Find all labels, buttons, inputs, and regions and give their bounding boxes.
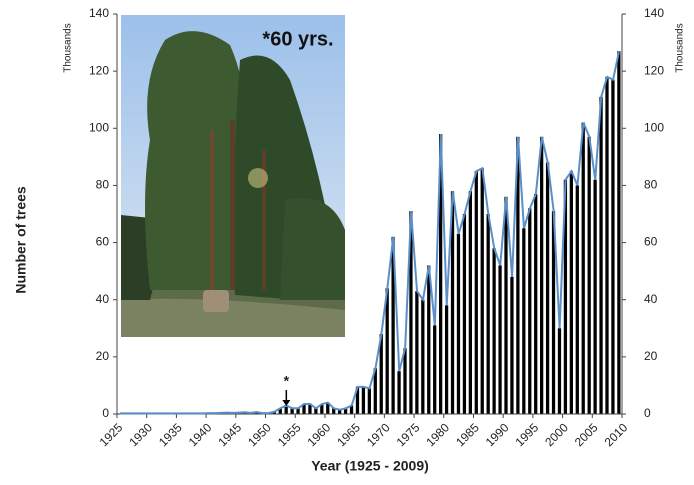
bar: [362, 387, 365, 414]
x-tick-label: 1925: [97, 420, 126, 449]
bar: [570, 171, 573, 414]
bar: [605, 77, 608, 414]
bar: [415, 291, 418, 414]
bar: [558, 328, 561, 414]
x-tick-label: 1935: [156, 420, 185, 449]
y2-tick-label: 100: [644, 120, 664, 134]
bar: [403, 348, 406, 414]
y2-tick-label: 0: [644, 406, 651, 420]
y-tick-label: 60: [96, 235, 110, 249]
y-tick-label: 80: [96, 178, 110, 192]
bar: [498, 265, 501, 414]
y-tick-label: 140: [89, 6, 109, 20]
x-tick-label: 1970: [364, 420, 393, 449]
x-tick-label: 1960: [305, 420, 334, 449]
bar: [481, 168, 484, 414]
bar: [475, 171, 478, 414]
bar: [528, 208, 531, 414]
y2-tick-label: 20: [644, 349, 658, 363]
bar: [599, 97, 602, 414]
x-axis-label: Year (1925 - 2009): [311, 458, 429, 474]
x-tick-label: 2010: [602, 420, 631, 449]
bar: [368, 388, 371, 414]
x-tick-label: 1995: [512, 420, 541, 449]
bar: [611, 80, 614, 414]
y-unit-label: Thousands: [63, 23, 74, 72]
bar: [386, 288, 389, 414]
y-tick-label: 120: [89, 63, 109, 77]
y2-tick-label: 120: [644, 63, 664, 77]
bar: [433, 325, 436, 414]
marker-star: *: [284, 373, 290, 389]
y-axis-label: Number of trees: [13, 186, 29, 294]
x-tick-label: 1945: [215, 420, 244, 449]
y-tick-label: 0: [102, 406, 109, 420]
bar: [469, 191, 472, 414]
photo: *60 yrs.: [121, 15, 345, 337]
chart: *60 yrs. Number of trees Thousands Thous…: [0, 0, 694, 480]
y2-tick-label: 40: [644, 292, 658, 306]
y2-tick-label: 140: [644, 6, 664, 20]
x-tick-label: 1965: [334, 420, 363, 449]
bar: [504, 197, 507, 414]
y2-tick-label: 80: [644, 178, 658, 192]
y-tick-label: 40: [96, 292, 110, 306]
bar: [510, 277, 513, 414]
bar: [576, 185, 579, 414]
y2-unit-label: Thousands: [675, 23, 686, 72]
x-tick-label: 1985: [453, 420, 482, 449]
y2-tick-label: 60: [644, 235, 658, 249]
bar: [540, 137, 543, 414]
x-tick-label: 1975: [394, 420, 423, 449]
bar: [588, 137, 591, 414]
x-tick-label: 1990: [483, 420, 512, 449]
bar: [522, 228, 525, 414]
x-tick-label: 2005: [572, 420, 601, 449]
y-tick-label: 20: [96, 349, 110, 363]
bar: [492, 248, 495, 414]
bar: [427, 265, 430, 414]
bar: [487, 214, 490, 414]
bar: [546, 163, 549, 414]
bar: [457, 234, 460, 414]
x-tick-label: 2000: [542, 420, 571, 449]
bar: [617, 51, 620, 414]
photo-caption: *60 yrs.: [262, 28, 333, 50]
bar: [445, 305, 448, 414]
y-tick-label: 100: [89, 120, 109, 134]
x-tick-label: 1950: [245, 420, 274, 449]
x-tick-label: 1955: [275, 420, 304, 449]
bar: [534, 194, 537, 414]
bar: [582, 123, 585, 414]
bar: [593, 180, 596, 414]
bar: [463, 214, 466, 414]
bar: [421, 300, 424, 414]
x-tick-label: 1940: [186, 420, 215, 449]
x-tick-label: 1930: [126, 420, 155, 449]
bar: [397, 371, 400, 414]
marker-arrowhead: [282, 400, 290, 406]
x-tick-label: 1980: [423, 420, 452, 449]
